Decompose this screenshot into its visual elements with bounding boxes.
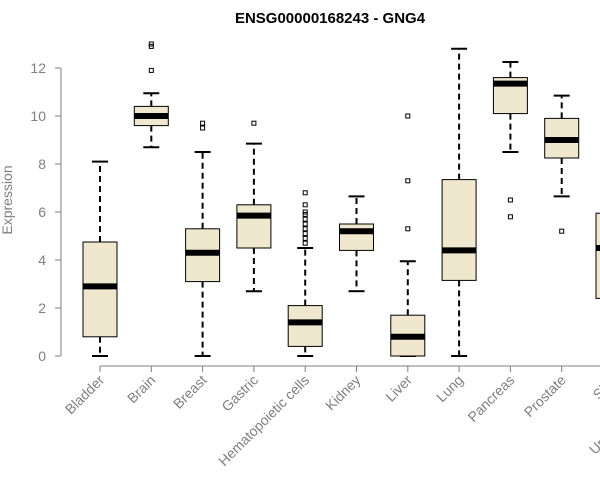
box-pancreas — [492, 61, 528, 220]
outlier-point — [405, 113, 411, 119]
y-tick-label: 10 — [30, 108, 46, 124]
box-hematopoietic-cells — [287, 190, 323, 357]
box-iqr — [287, 305, 323, 347]
x-tick-label: Lung — [433, 372, 466, 405]
x-tick-label: Hematopoietic cells — [215, 372, 312, 469]
x-tick-label: Gastric — [218, 372, 261, 415]
x-tick-label: Breast — [170, 372, 210, 412]
outlier-point — [302, 190, 308, 196]
outlier-point — [200, 120, 206, 126]
y-tick-label: 12 — [30, 60, 46, 76]
box-iqr — [595, 212, 600, 299]
x-tick-label: Skin — [590, 372, 600, 403]
outlier-point — [251, 120, 257, 126]
box-breast — [185, 120, 221, 357]
outlier-point — [302, 202, 308, 208]
outlier-point — [200, 125, 206, 131]
outlier-point — [302, 216, 308, 222]
x-tick-label: Brain — [124, 372, 158, 406]
outlier-point — [405, 226, 411, 232]
box-brain — [133, 41, 169, 149]
box-iqr — [339, 223, 374, 251]
y-tick-label: 0 — [38, 348, 46, 364]
x-tick-label: Liver — [382, 372, 415, 405]
outlier-point — [302, 235, 308, 241]
box-iqr — [441, 179, 477, 281]
axes: 0 2 4 6 8 10 12 — [30, 60, 600, 372]
y-tick-label: 2 — [38, 300, 46, 316]
box-lung — [441, 47, 477, 357]
outlier-point — [302, 231, 308, 237]
box-bladder — [82, 160, 118, 357]
chart-title: ENSG00000168243 - GNG4 — [235, 10, 426, 27]
x-tick-label: Kidney — [322, 372, 364, 414]
box-skin — [595, 212, 600, 299]
x-tick-label: Prostate — [521, 372, 569, 420]
outlier-point — [148, 41, 154, 47]
outlier-point — [405, 178, 411, 184]
box-iqr — [236, 204, 272, 249]
outlier-point — [507, 197, 513, 203]
outlier-point — [302, 240, 308, 246]
box-kidney — [339, 195, 374, 293]
outlier-point — [302, 221, 308, 227]
y-tick-label: 6 — [38, 204, 46, 220]
y-axis-label: Expression — [0, 165, 15, 234]
outlier-point — [148, 67, 154, 73]
outlier-point — [559, 228, 565, 234]
box-gastric — [236, 120, 272, 293]
x-tick-label: Bladder — [62, 372, 108, 418]
box-prostate — [544, 94, 580, 234]
x-tick-label: Pancreas — [464, 372, 517, 425]
box-liver — [390, 113, 426, 357]
outlier-point — [302, 226, 308, 232]
boxes — [82, 41, 600, 357]
outlier-point — [302, 209, 308, 215]
outlier-point — [507, 214, 513, 220]
y-tick-label: 8 — [38, 156, 46, 172]
y-tick-label: 4 — [38, 252, 46, 268]
